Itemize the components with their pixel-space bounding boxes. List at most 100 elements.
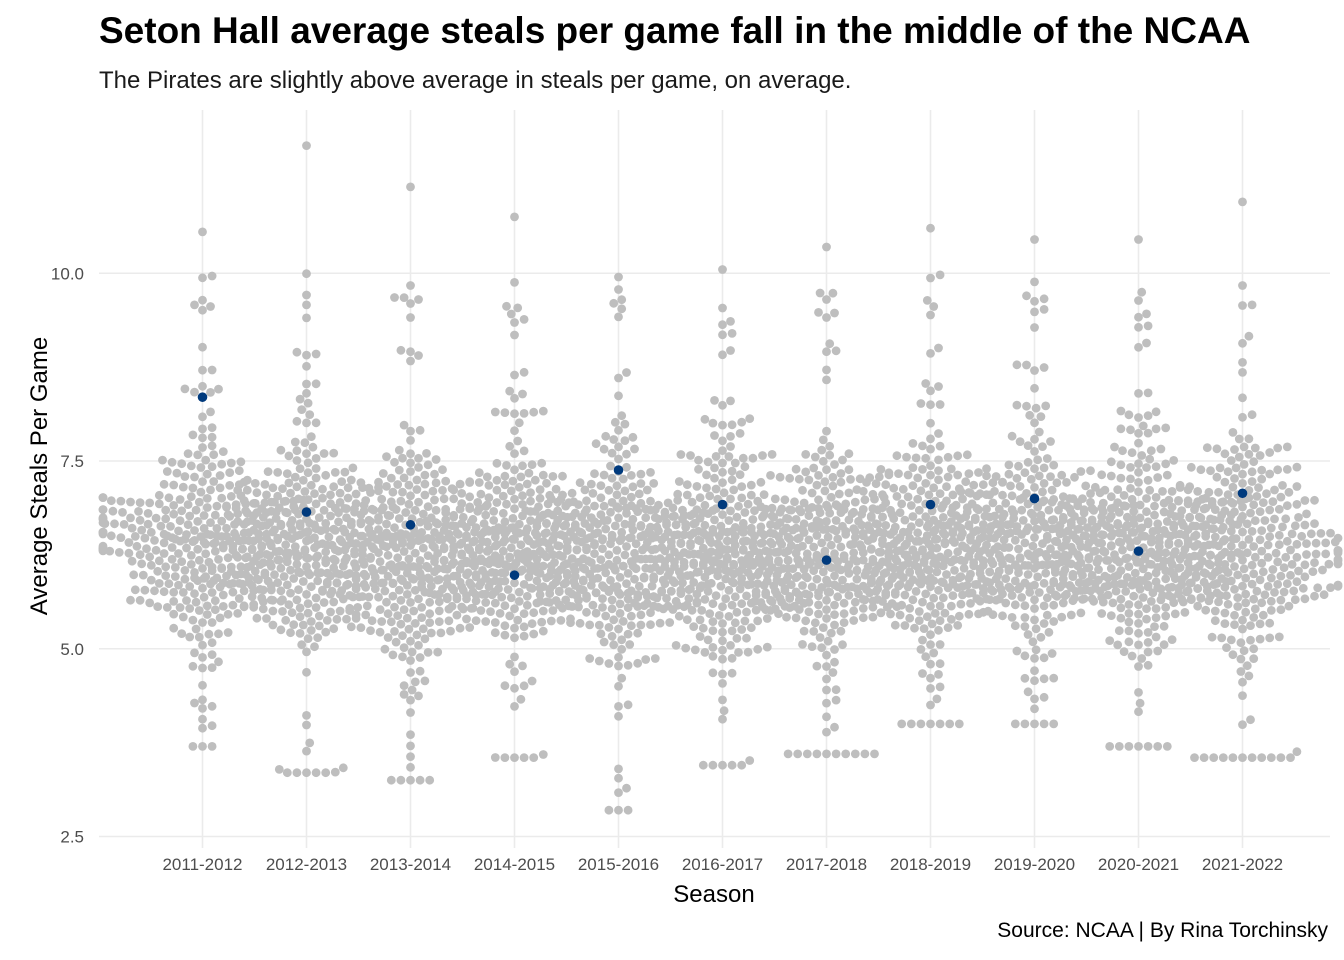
- team-point: [196, 487, 206, 497]
- team-point: [425, 597, 435, 607]
- team-point: [1158, 487, 1167, 496]
- team-point: [1247, 300, 1257, 310]
- team-point: [519, 367, 529, 377]
- team-point: [748, 453, 758, 463]
- team-point: [969, 558, 979, 568]
- team-point: [412, 475, 422, 485]
- team-point: [198, 583, 207, 593]
- team-point: [1212, 588, 1222, 598]
- team-point: [1150, 501, 1159, 511]
- team-point: [404, 624, 414, 634]
- team-point: [657, 586, 667, 596]
- team-point: [737, 760, 747, 770]
- team-point: [510, 623, 519, 633]
- team-point: [1014, 461, 1023, 471]
- team-point: [594, 656, 604, 666]
- team-point: [169, 587, 179, 597]
- team-point: [585, 654, 595, 663]
- team-point: [105, 546, 115, 556]
- team-point: [551, 577, 561, 587]
- team-point: [134, 507, 143, 516]
- team-point: [1236, 667, 1246, 676]
- team-point: [1230, 620, 1239, 630]
- team-point: [214, 657, 223, 667]
- team-point: [1276, 571, 1286, 581]
- team-point: [1089, 535, 1099, 545]
- team-point: [662, 594, 671, 603]
- team-point: [322, 568, 332, 578]
- team-point: [978, 480, 988, 490]
- team-point: [250, 479, 260, 488]
- team-point: [801, 450, 811, 459]
- team-point: [569, 562, 579, 572]
- team-point: [439, 494, 449, 504]
- team-point: [290, 542, 300, 551]
- team-point: [524, 468, 534, 478]
- team-point: [287, 516, 297, 525]
- team-point: [175, 495, 185, 504]
- team-point: [1113, 640, 1123, 650]
- team-point: [953, 547, 963, 557]
- team-point: [404, 480, 414, 490]
- team-point: [538, 510, 548, 520]
- team-point: [1300, 594, 1310, 604]
- team-point: [194, 497, 204, 507]
- team-point: [695, 615, 705, 625]
- team-point: [1161, 459, 1171, 469]
- team-point: [780, 548, 790, 557]
- team-point: [630, 444, 639, 454]
- team-point: [807, 582, 817, 592]
- team-point: [1068, 569, 1078, 579]
- team-point: [703, 509, 713, 518]
- team-point: [490, 551, 500, 560]
- team-point: [292, 595, 302, 605]
- team-point: [1121, 522, 1131, 532]
- team-point: [1039, 619, 1049, 628]
- team-point: [822, 365, 831, 375]
- team-point: [822, 727, 831, 737]
- team-point: [306, 432, 316, 441]
- team-point: [722, 553, 732, 562]
- team-point: [908, 575, 918, 585]
- team-point: [183, 520, 193, 530]
- team-point: [474, 543, 484, 553]
- team-point: [710, 515, 719, 525]
- team-point: [1220, 560, 1230, 569]
- team-point: [482, 537, 492, 547]
- team-point: [322, 577, 332, 587]
- team-point: [777, 578, 787, 587]
- team-point: [188, 661, 198, 671]
- team-point: [714, 611, 724, 620]
- team-point: [1244, 671, 1254, 681]
- team-point: [214, 629, 223, 639]
- team-point: [1249, 542, 1259, 551]
- team-point: [1145, 548, 1155, 558]
- team-point: [345, 591, 355, 600]
- team-point: [1180, 530, 1190, 540]
- team-point: [706, 578, 716, 588]
- team-point: [558, 511, 567, 521]
- team-point: [348, 463, 358, 473]
- team-point: [895, 610, 905, 620]
- team-point: [266, 506, 276, 516]
- team-point: [1124, 626, 1134, 636]
- team-point: [617, 527, 627, 537]
- team-point: [1230, 584, 1239, 594]
- team-point: [1114, 537, 1124, 547]
- team-point: [538, 606, 548, 616]
- team-point: [948, 528, 958, 538]
- team-point: [169, 509, 179, 519]
- team-point: [1177, 575, 1187, 584]
- team-point: [198, 412, 207, 422]
- team-point: [830, 571, 839, 581]
- team-point: [921, 552, 931, 562]
- team-point: [406, 775, 415, 785]
- team-point: [831, 749, 841, 759]
- team-point: [1150, 622, 1159, 631]
- team-point: [406, 541, 415, 550]
- team-point: [1183, 485, 1193, 495]
- team-point: [1030, 694, 1039, 704]
- team-point: [1223, 568, 1233, 577]
- team-point: [746, 527, 756, 537]
- team-point: [303, 634, 313, 643]
